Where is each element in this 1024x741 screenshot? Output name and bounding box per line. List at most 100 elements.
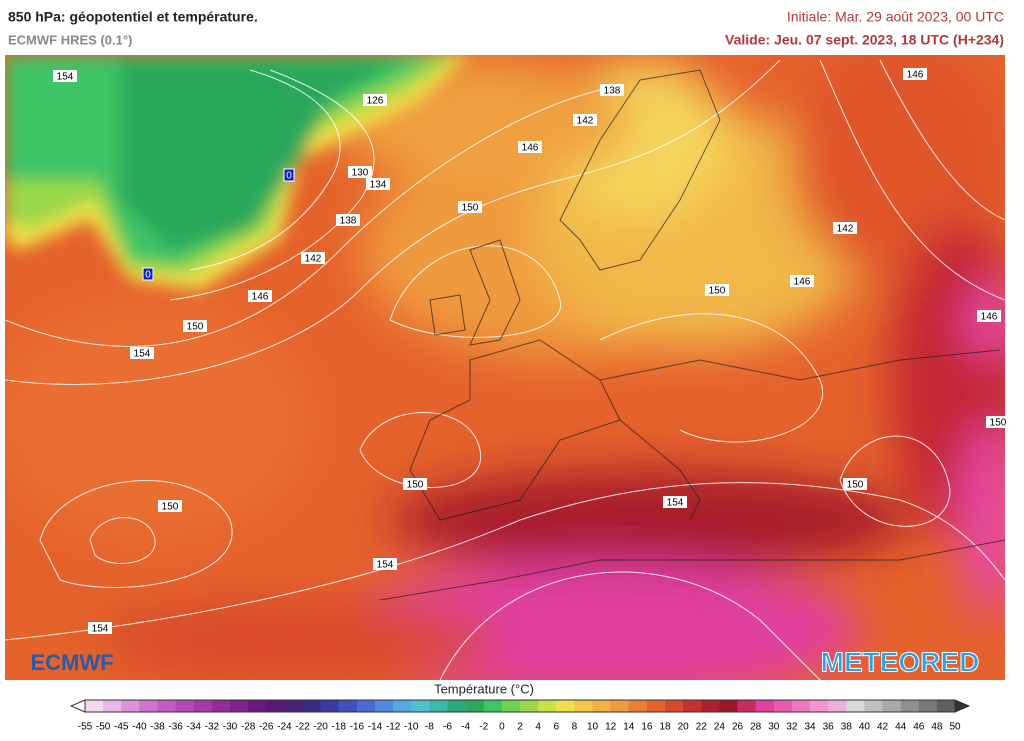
colorbar-label: -24 [277,722,292,733]
colorbar-label: -30 [223,722,238,733]
colorbar-swatch [665,700,684,712]
colorbar-swatch [773,700,793,712]
contour-label: 150 [709,286,726,297]
contour-label-box [518,141,542,153]
colorbar-label: -55 [78,722,93,733]
colorbar-label: 50 [949,722,961,733]
colorbar-swatch [701,700,720,712]
colorbar-swatch [121,700,140,712]
colorbar-label: 46 [913,722,925,733]
colorbar-swatch [683,700,702,712]
colorbar-label: 0 [499,722,505,733]
colorbar-swatch [628,700,648,712]
colorbar-label: 32 [786,722,798,733]
colorbar-label: -22 [295,722,310,733]
colorbar-label: 6 [553,722,559,733]
colorbar-swatch [864,700,883,712]
colorbar-swatch [646,700,666,712]
colorbar-label: 16 [641,722,653,733]
colorbar-swatch [755,700,775,712]
colorbar-swatch [719,700,738,712]
contour-label-box [573,114,597,126]
initial-time: Initiale: Mar. 29 août 2023, 00 UTC [787,9,1004,25]
zero-label: 0 [145,270,151,281]
colorbar-label: 44 [895,722,907,733]
colorbar-swatch [193,700,213,712]
contour-label-box [363,94,387,106]
colorbar-label: -28 [241,722,256,733]
contour-label: 146 [252,292,269,303]
contour-label-box [458,201,482,213]
colorbar-arrow-right [954,699,971,713]
contour-label: 146 [981,312,998,323]
colorbar-swatch [574,700,593,712]
contour-label-box [366,178,390,190]
colorbar-label: 2 [517,722,523,733]
contour-label-box [977,310,1001,322]
contour-label-box [600,84,624,96]
colorbar-swatch [882,700,902,712]
contour-label: 154 [57,72,74,83]
contour-label-box [158,500,182,512]
colorbar-swatch [230,700,249,712]
contour-label: 150 [162,502,179,513]
contour-label-box [336,214,360,226]
colorbar-swatch [483,700,503,712]
colorbar-label: 20 [678,722,690,733]
zero-label-box [142,267,154,281]
colorbar-label: 8 [572,722,578,733]
colorbar-label: -12 [386,722,401,733]
colorbar-swatch [175,700,195,712]
colorbar-swatch [157,700,177,712]
colorbar-label: -18 [332,722,347,733]
colorbar-swatch [356,700,376,712]
colorbar-swatch [610,700,630,712]
contour-label: 130 [352,168,369,179]
colorbar-label: -14 [368,722,383,733]
colorbar: -55 -50 -45 -40 -38 -36 -34 -32 -30 -28 -26 -24 -22-… [69,699,971,733]
colorbar-label: -50 [96,722,111,733]
contour-label: 146 [522,143,539,154]
ecmwf-logo: ECMWF [30,650,113,675]
colorbar-swatch [411,700,430,712]
contour-label: 150 [990,418,1007,429]
colorbar-label: -8 [425,722,434,733]
contour-label: 138 [340,216,357,227]
contour-label-box [903,68,927,80]
colorbar-swatch [828,700,847,712]
colorbar-label: 48 [931,722,943,733]
colorbar-swatch [85,700,104,712]
colorbar-label: -36 [168,722,183,733]
colorbar-title: Température (°C) [434,681,534,696]
colorbar-swatch [520,700,539,712]
colorbar-swatch [592,700,612,712]
colorbar-label: -6 [443,722,452,733]
contour-label: 138 [604,86,621,97]
colorbar-swatch [538,700,557,712]
subtitle: ECMWF HRES (0.1°) [8,32,132,47]
colorbar-label: 26 [732,722,744,733]
contour-label-box [248,290,272,302]
colorbar-swatch [846,700,865,712]
colorbar-label: 38 [841,722,853,733]
contour-label: 154 [134,349,151,360]
colorbar-label: -34 [187,722,202,733]
colorbar-label: 36 [823,722,835,733]
contour-label-box [843,478,867,490]
colorbar-label: 14 [623,722,635,733]
contour-label: 146 [794,277,811,288]
colorbar-label: 18 [659,722,671,733]
colorbar-swatch [375,700,394,712]
colorbar-swatch [918,700,938,712]
colorbar-swatch [465,700,485,712]
title: 850 hPa: géopotentiel et température. [8,9,258,25]
contour-label: 150 [187,322,204,333]
colorbar-swatch [302,700,322,712]
colorbar-label: -4 [461,722,470,733]
colorbar-label: 40 [859,722,871,733]
colorbar-label: 34 [804,722,816,733]
colorbar-label: 24 [714,722,726,733]
contour-label: 150 [462,203,479,214]
colorbar-swatch [737,700,757,712]
colorbar-swatch [447,700,467,712]
